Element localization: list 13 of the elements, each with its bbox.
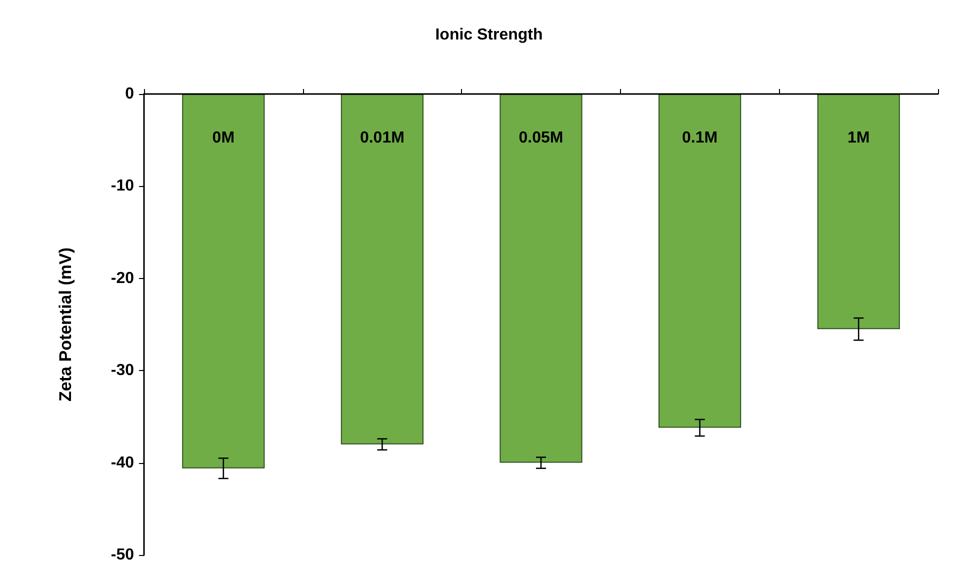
y-tick-label: -50 [110,546,134,564]
y-axis-title: Zeta Potential (mV) [56,248,75,402]
y-tick-label: -20 [110,270,134,287]
x-tick-label: 0.1M [682,130,718,146]
x-tick-label: 0.01M [360,130,404,146]
y-tick-label: 0 [125,86,134,102]
y-tick-label: -40 [110,454,134,472]
x-tick-label: 1M [847,130,870,146]
x-tick-label: 0.05M [518,130,564,146]
chart-title: Ionic Strength [435,26,543,44]
y-tick-label: -10 [110,178,134,195]
y-tick-label: -30 [110,362,134,380]
x-tick-label: 0M [212,130,235,146]
